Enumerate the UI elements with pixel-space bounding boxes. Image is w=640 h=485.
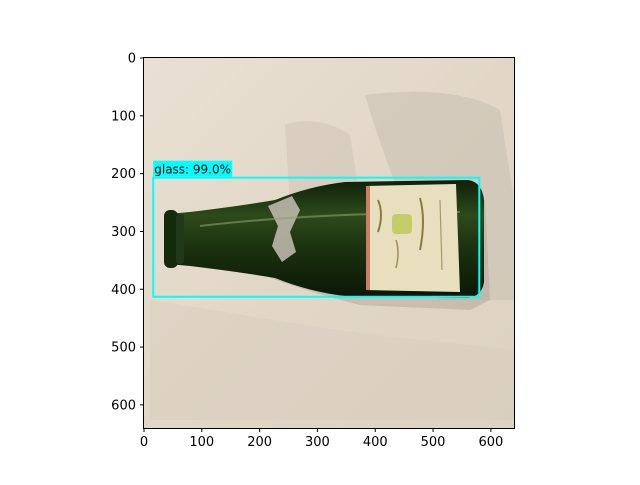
x-axis: 0 100 200 300 400 500 600: [140, 428, 503, 450]
y-tick-label: 400: [111, 283, 136, 298]
y-tick-label: 100: [111, 109, 136, 124]
x-tick-label: 200: [247, 435, 272, 450]
detection-bbox: [152, 176, 481, 298]
photo-image: [144, 58, 514, 428]
bottle-label: [366, 184, 460, 292]
y-tick-label: 300: [111, 225, 136, 240]
x-tick-label: 100: [189, 435, 214, 450]
y-axis: 0 100 200 300 400 500 600: [111, 52, 144, 413]
bottle-shape: [164, 180, 484, 298]
x-tick-label: 600: [478, 435, 503, 450]
x-tick-label: 300: [305, 435, 330, 450]
y-tick-label: 600: [111, 398, 136, 413]
y-tick-label: 500: [111, 341, 136, 356]
axes: [143, 57, 515, 429]
detection-label-background: [153, 160, 233, 177]
axes-frame: [143, 57, 515, 429]
x-tick-label: 0: [140, 435, 148, 450]
y-tick-label: 0: [128, 52, 136, 67]
x-tick-label: 500: [421, 435, 446, 450]
y-tick-label: 200: [111, 167, 136, 182]
detection-label: glass: 99.0%: [154, 163, 231, 177]
detection: glass: 99.0%: [152, 160, 481, 298]
x-tick-label: 400: [363, 435, 388, 450]
